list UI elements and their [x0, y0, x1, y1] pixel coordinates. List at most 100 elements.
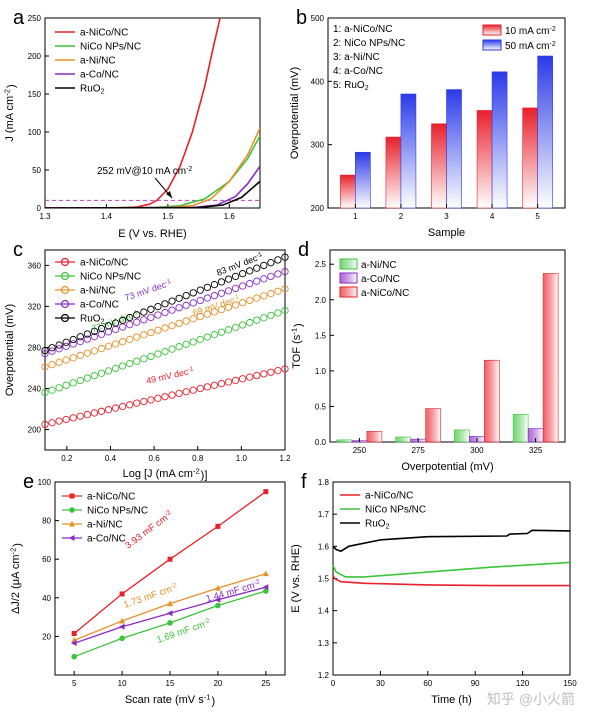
data-point — [154, 350, 162, 358]
y-tick-label: 200 — [311, 204, 325, 213]
x-tick-label: 1.0 — [236, 454, 248, 463]
x-tick-label: 0.4 — [105, 454, 117, 463]
bar — [537, 55, 553, 209]
data-point — [69, 340, 77, 348]
data-point — [62, 356, 70, 364]
data-point — [126, 401, 134, 409]
data-point — [167, 556, 173, 562]
data-point — [231, 301, 240, 309]
panel-b: b 200 300 400 500 1 2 3 4 5 1: a-NiCo/NC 2: NiCo NP… — [289, 7, 566, 239]
slope-label: 1.44 mF cm-2 — [205, 578, 263, 606]
data-point — [133, 318, 141, 326]
data-point — [111, 364, 120, 373]
data-point — [140, 355, 148, 363]
y-tick-label: 50 — [32, 166, 41, 175]
data-point — [118, 316, 127, 324]
slope-label: 49 mV dec-1 — [145, 365, 196, 387]
y-tick-label: 400 — [311, 77, 325, 86]
data-point — [111, 340, 120, 348]
x-tick-label: 30 — [376, 679, 385, 688]
data-point — [210, 330, 219, 339]
y-tick-label: 1.5 — [315, 331, 327, 340]
data-point — [281, 365, 289, 373]
data-point — [55, 384, 63, 392]
data-point — [90, 333, 99, 341]
x-tick-label: 1.6 — [224, 212, 236, 221]
y-tick-label: 320 — [28, 302, 42, 311]
legend-marker — [60, 313, 70, 323]
x-tick-label: 20 — [213, 679, 222, 688]
data-point — [71, 631, 77, 637]
data-point — [267, 368, 275, 376]
data-point — [41, 349, 49, 358]
y-tick-label: 1.8 — [318, 478, 330, 487]
panel-label: b — [296, 7, 307, 29]
legend-label: a-NiCo/NC — [361, 288, 409, 299]
data-point — [55, 417, 63, 425]
data-point — [224, 326, 233, 334]
data-point — [203, 333, 212, 341]
legend-label: a-NiCo/NC — [80, 28, 128, 39]
data-point — [83, 335, 92, 343]
y-tick-label: 1.0 — [315, 367, 327, 376]
data-point — [231, 284, 240, 293]
data-point — [147, 352, 155, 361]
data-point — [214, 584, 221, 591]
y-tick-label: 1.7 — [318, 510, 330, 519]
data-point — [140, 397, 148, 406]
series-line — [332, 574, 570, 587]
x-axis-label: Log [J (mA cm-2 )] — [123, 467, 208, 482]
legend-label: a-Ni/NC — [87, 520, 123, 531]
data-point — [263, 489, 269, 495]
data-point — [281, 253, 289, 261]
y-tick-label: 1.6 — [318, 542, 330, 551]
data-point — [246, 373, 254, 381]
x-tick-label: 2 — [399, 212, 404, 221]
data-point — [231, 376, 240, 385]
data-point — [260, 370, 268, 378]
data-point — [126, 335, 134, 344]
data-point — [260, 314, 268, 322]
bar — [542, 273, 559, 443]
data-point — [175, 294, 183, 303]
data-point — [215, 523, 221, 529]
data-point — [118, 362, 127, 370]
data-point — [189, 289, 197, 297]
data-point — [175, 304, 183, 312]
data-point — [90, 372, 99, 380]
y-tick-label: 0 — [37, 204, 42, 213]
y-tick-label: 500 — [311, 14, 325, 23]
data-point — [76, 337, 84, 346]
data-point — [253, 316, 261, 324]
data-point — [126, 359, 134, 368]
x-axis-label: Time (h) — [431, 694, 472, 706]
data-point — [55, 341, 63, 349]
data-point — [238, 321, 247, 329]
legend-label: a-Ni/NC — [80, 56, 116, 67]
data-point — [41, 363, 49, 371]
sample-key-label: 5: RuO2 — [333, 79, 369, 92]
data-point — [90, 347, 99, 355]
data-point — [118, 338, 127, 346]
data-point — [210, 292, 219, 300]
data-point — [167, 600, 173, 607]
data-point — [238, 299, 247, 307]
data-point — [210, 308, 219, 316]
data-point — [41, 388, 49, 397]
legend-label: a-NiCo/NC — [365, 491, 413, 502]
x-tick-label: 4 — [490, 212, 495, 221]
data-point — [41, 420, 49, 429]
data-point — [140, 308, 148, 316]
data-point — [161, 324, 169, 332]
y-tick-label: 1.4 — [318, 607, 330, 616]
data-point — [168, 391, 176, 399]
data-point — [168, 322, 176, 330]
legend-label: NiCo NPs/NC — [80, 272, 141, 283]
legend-swatch — [339, 272, 358, 284]
legend-marker — [60, 285, 70, 295]
x-tick-label: 5 — [535, 212, 540, 221]
x-tick-label: 250 — [353, 446, 367, 455]
data-point — [196, 312, 204, 321]
data-point — [238, 282, 247, 290]
